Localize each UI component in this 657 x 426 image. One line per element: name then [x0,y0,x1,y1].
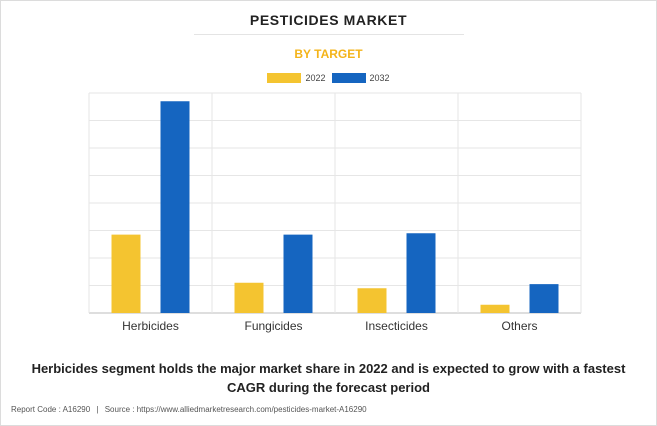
bar-insecticides-2022 [357,288,387,313]
source-link[interactable]: Source : https://www.alliedmarketresearc… [104,405,367,414]
chart-title: PESTICIDES MARKET [249,12,408,28]
chart-subtitle: BY TARGET [294,47,363,61]
bar-insecticides-2032 [406,233,436,313]
bar-fungicides-2022 [234,282,264,313]
legend-item-2022[interactable]: 2022 [267,73,326,83]
footer-separator: | [96,405,99,414]
legend-swatch-2032 [331,73,366,83]
bar-herbicides-2022 [111,234,141,313]
legend-swatch-2022 [267,73,302,83]
x-tick-label-insecticides: Insecticides [365,319,428,333]
bar-fungicides-2032 [283,234,313,313]
bar-others-2032 [529,284,559,313]
chart-caption: Herbicides segment holds the major marke… [31,361,626,395]
x-tick-label-fungicides: Fungicides [244,319,302,333]
x-tick-label-others: Others [501,319,537,333]
bar-others-2022 [480,304,510,313]
legend: 2022 2032 [1,73,656,83]
title-divider [194,34,464,35]
bar-herbicides-2032 [160,101,190,313]
report-code: Report Code : A16290 [11,405,91,414]
footer: Report Code : A16290 | Source : https://… [11,405,367,414]
legend-label-2022: 2022 [305,73,326,83]
x-tick-label-herbicides: Herbicides [122,319,179,333]
legend-item-2032[interactable]: 2032 [331,73,390,83]
legend-label-2032: 2032 [369,73,390,83]
